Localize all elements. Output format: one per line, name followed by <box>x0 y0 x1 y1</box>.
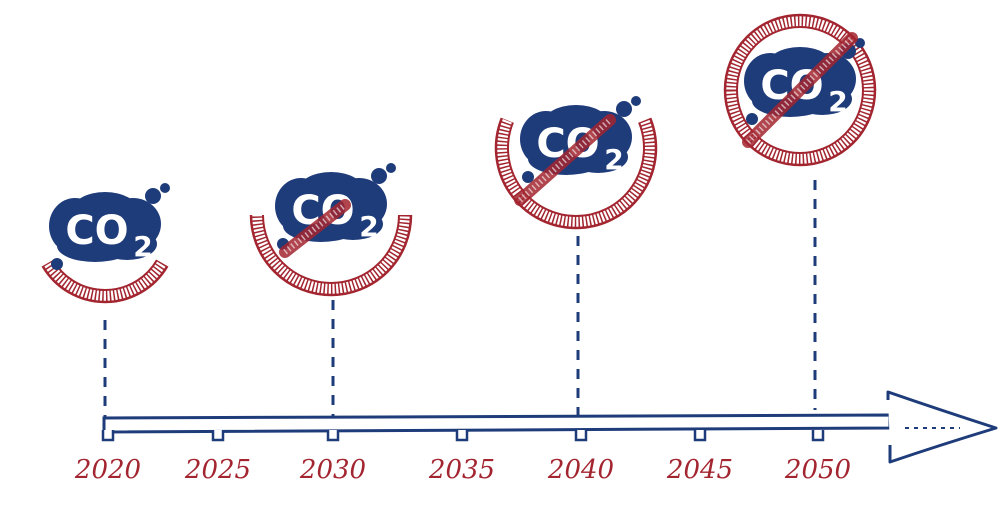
ring-inner <box>52 259 158 291</box>
co2-icon: CO 2 <box>723 13 877 410</box>
tick <box>326 430 340 442</box>
cloud-bubble <box>145 188 161 204</box>
cloud-bubble <box>371 168 387 184</box>
cloud-bubble <box>522 171 534 183</box>
year-label: 2040 <box>547 455 614 485</box>
ring-outer <box>249 214 413 297</box>
co2-subscript: 2 <box>604 143 623 176</box>
cloud-bubble <box>855 38 865 48</box>
year-label: 2025 <box>184 455 251 485</box>
year-label: 2050 <box>784 455 851 485</box>
year-label: 2045 <box>666 455 733 485</box>
cloud-bubble <box>386 163 396 173</box>
ring-outer <box>41 265 169 304</box>
co2-icon: CO 2 <box>494 96 658 415</box>
year-label: 2030 <box>299 455 366 485</box>
tick <box>101 430 115 442</box>
tick <box>811 430 825 442</box>
cloud-bubble <box>746 113 758 125</box>
ring-hatch <box>496 118 656 228</box>
slash-hatch <box>745 35 855 145</box>
year-label: 2020 <box>74 455 141 485</box>
ring-hatch <box>251 214 411 295</box>
tick <box>574 430 588 442</box>
axis-bar <box>102 413 892 434</box>
cloud-puff <box>71 192 139 232</box>
co2-text: CO <box>65 208 128 254</box>
tick <box>693 430 707 442</box>
tick <box>211 430 225 442</box>
co2-icon: CO 2 <box>249 163 413 418</box>
cloud-bubble <box>51 258 63 270</box>
ring-inner <box>736 26 865 154</box>
ring-inner <box>262 214 400 284</box>
ring-outer <box>723 13 877 167</box>
co2-subscript: 2 <box>359 210 378 243</box>
slash-hatch <box>283 202 347 255</box>
slash-hatch <box>518 117 612 203</box>
ring-hatch <box>725 15 875 165</box>
co2-icon: CO 2 <box>41 183 170 418</box>
cloud-bubble <box>631 96 641 106</box>
ring-hatch <box>43 260 167 302</box>
cloud-puff <box>97 228 157 260</box>
cloud-bubble <box>616 101 632 117</box>
ring-outer <box>494 117 658 230</box>
cloud-bubble <box>160 183 170 193</box>
tick <box>455 430 469 442</box>
co2-subscript: 2 <box>828 85 847 118</box>
timeline-axis <box>101 390 998 464</box>
ring-inner <box>507 122 645 217</box>
co2-subscript: 2 <box>133 230 152 263</box>
year-label: 2035 <box>428 455 495 485</box>
